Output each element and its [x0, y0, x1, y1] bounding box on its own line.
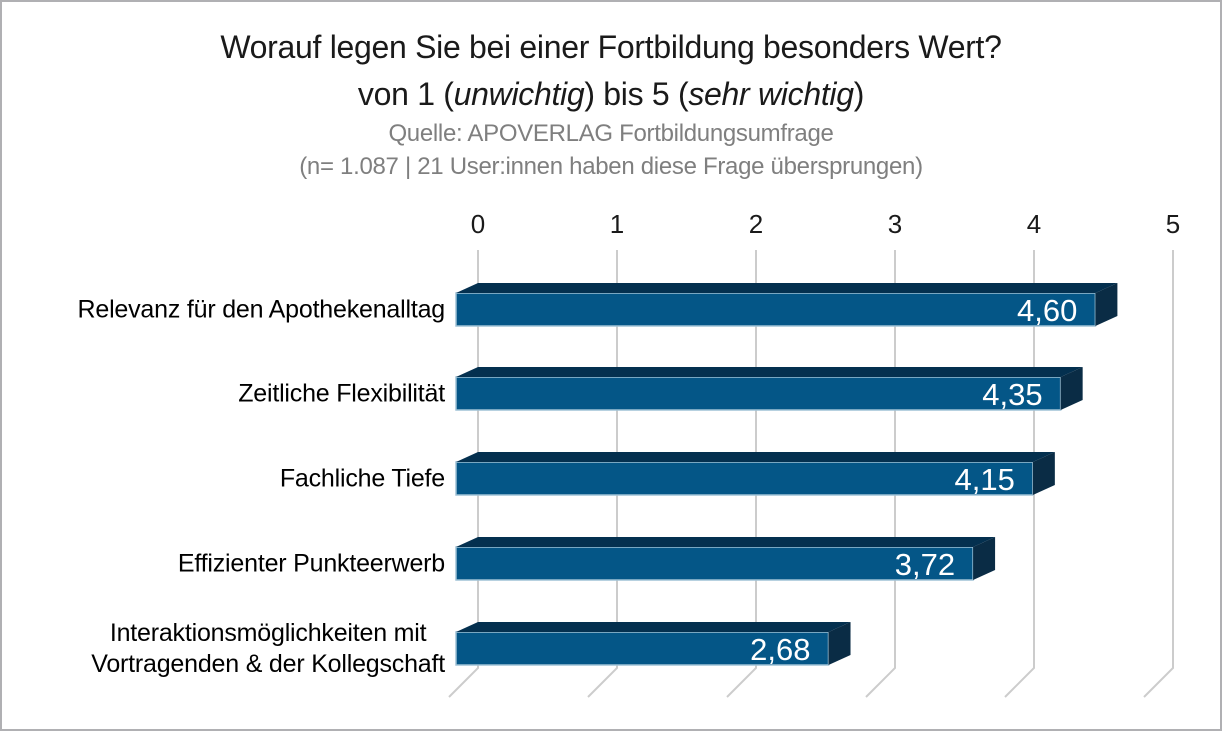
bar-value-label: 4,15 [955, 462, 1015, 497]
category-label-line: Interaktionsmöglichkeiten mit [109, 618, 427, 647]
bar-side-face [1060, 367, 1083, 410]
bar-value-label: 2,68 [750, 632, 810, 667]
category-label-line: Zeitliche Flexibilität [238, 379, 445, 407]
x-axis-tick-label: 1 [610, 209, 624, 239]
title-scale-mid: ) bis 5 ( [584, 76, 689, 112]
bar-value-label: 4,35 [982, 377, 1042, 412]
category-label: Interaktionsmöglichkeiten mit Vortragende… [91, 618, 445, 680]
bar-top-face [456, 452, 1055, 462]
category-label-line: Vortragenden & der Kollegschaft [91, 649, 445, 678]
category-label-line: Fachliche Tiefe [279, 464, 445, 492]
title-scale-suffix: ) [853, 76, 865, 112]
category-label: Fachliche Tiefe [280, 463, 445, 494]
category-label-line: Effizienter Punkteerwerb [177, 549, 445, 577]
bar-front-face [455, 292, 1097, 327]
title-scale-high-label: sehr wichtig [688, 76, 854, 112]
category-label: Zeitliche Flexibilität [238, 378, 445, 409]
chart-source-line: Quelle: APOVERLAG Fortbildungsumfrage [388, 120, 834, 147]
bar-top-face [456, 622, 851, 632]
category-label: Relevanz für den Apothekenalltag [77, 294, 446, 325]
x-axis-tick-label: 2 [749, 209, 763, 239]
bar-side-face [1032, 452, 1055, 495]
bar-top-face [456, 367, 1083, 377]
bar-row: 4,60 [455, 283, 1118, 328]
bar-row: 2,68 [455, 622, 851, 667]
chart-sample-line: (n= 1.087 | 21 User:innen haben diese Fr… [299, 153, 923, 180]
chart-title-line2: von 1 (unwichtig) bis 5 (sehr wichtig) [2, 71, 1220, 117]
bar-row: 4,15 [455, 452, 1055, 497]
title-scale-low-label: unwichtig [453, 76, 585, 112]
gridline [1143, 250, 1174, 698]
x-axis-tick-label: 3 [888, 209, 902, 239]
chart-title-line1: Worauf legen Sie bei einer Fortbildung b… [220, 29, 1002, 65]
x-axis-tick-label: 0 [471, 209, 485, 239]
chart-header: Worauf legen Sie bei einer Fortbildung b… [2, 24, 1220, 183]
x-axis: 0 1 2 3 4 5 [471, 209, 1180, 239]
bar-side-face [1095, 283, 1118, 326]
bar-top-face [456, 283, 1118, 293]
bar-row: 4,35 [455, 367, 1083, 412]
x-axis-tick-label: 4 [1027, 209, 1041, 239]
bar-value-label: 3,72 [895, 547, 955, 582]
category-label: Effizienter Punkteerwerb [178, 548, 445, 579]
bar-side-face [828, 622, 851, 665]
bar-front-face [455, 376, 1062, 411]
category-label-line: Relevanz für den Apothekenalltag [77, 295, 446, 323]
bar-value-label: 4,60 [1017, 293, 1077, 328]
bar-row: 3,72 [455, 537, 996, 582]
bar-side-face [973, 537, 996, 580]
title-scale-prefix: von 1 ( [357, 76, 454, 112]
bar-front-face [455, 461, 1034, 496]
bar-front-face [455, 546, 974, 581]
x-axis-tick-label: 5 [1166, 209, 1180, 239]
bar-top-face [456, 537, 996, 547]
